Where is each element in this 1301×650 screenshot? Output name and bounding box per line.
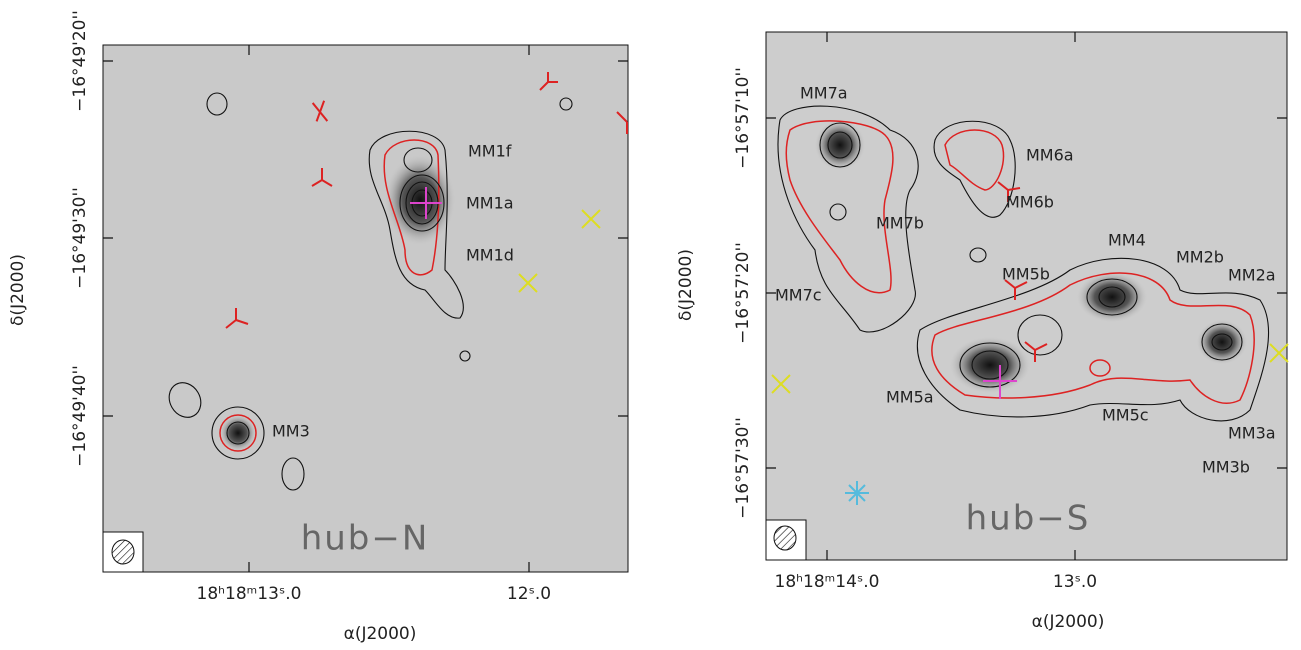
panel-name: hub−S (966, 499, 1091, 539)
x-tick-label: 18ʰ18ᵐ14ˢ.0 (775, 572, 880, 592)
source-label: MM1a (466, 194, 514, 213)
y-tick-label: −16°57'10'' (733, 67, 753, 169)
source-label: MM2a (1228, 266, 1276, 285)
source-label: MM4 (1108, 231, 1146, 250)
body: MM1f MM1a MM1d MM3 hub−N −16°49'20'' −16… (0, 0, 1301, 650)
beam (112, 540, 134, 564)
x-tick-label: 13ˢ.0 (1053, 572, 1097, 592)
source-label: MM6b (1006, 193, 1054, 212)
beam (774, 526, 796, 550)
figure: MM1f MM1a MM1d MM3 hub−N −16°49'20'' −16… (0, 0, 1301, 650)
source-label: MM6a (1026, 146, 1074, 165)
source-label: MM1d (466, 246, 514, 265)
emission (815, 120, 865, 170)
source-label: MM7a (800, 84, 848, 103)
emission (1197, 320, 1247, 364)
y-tick-label: −16°49'20'' (70, 10, 90, 112)
y-axis-title: δ(J2000) (676, 249, 696, 321)
source-label: MM3a (1228, 424, 1276, 443)
y-tick-label: −16°57'30'' (733, 417, 753, 519)
x-tick-label: 18ʰ18ᵐ13ˢ.0 (197, 584, 302, 604)
source-label: MM2b (1176, 248, 1224, 267)
y-tick-label: −16°49'40'' (70, 365, 90, 467)
page: hub-N / hub-S contour maps {"left_panel"… (0, 0, 1301, 650)
source-label: MM5a (886, 388, 934, 407)
panel-name: hub−N (301, 519, 430, 559)
x-tick-label: 12ˢ.0 (507, 584, 551, 604)
source-label: MM5b (1002, 265, 1050, 284)
map-area (766, 32, 1287, 560)
emission (385, 155, 455, 245)
y-axis-title: δ(J2000) (8, 254, 28, 326)
y-tick-label: −16°49'30'' (70, 187, 90, 289)
right-panel: MM7a MM6a MM6b MM7b MM7c MM4 MM5b MM2b M… (676, 32, 1288, 632)
source-label: MM5c (1102, 406, 1149, 425)
map-area (103, 45, 628, 572)
x-axis-title: α(J2000) (344, 624, 417, 644)
source-label: MM3 (272, 422, 310, 441)
x-axis-title: α(J2000) (1032, 612, 1105, 632)
source-label: MM1f (468, 142, 512, 161)
y-tick-label: −16°57'20'' (733, 242, 753, 344)
left-panel: MM1f MM1a MM1d MM3 hub−N −16°49'20'' −16… (8, 10, 628, 644)
source-label: MM3b (1202, 458, 1250, 477)
source-label: MM7c (775, 286, 822, 305)
emission (950, 337, 1030, 393)
source-label: MM7b (876, 214, 924, 233)
